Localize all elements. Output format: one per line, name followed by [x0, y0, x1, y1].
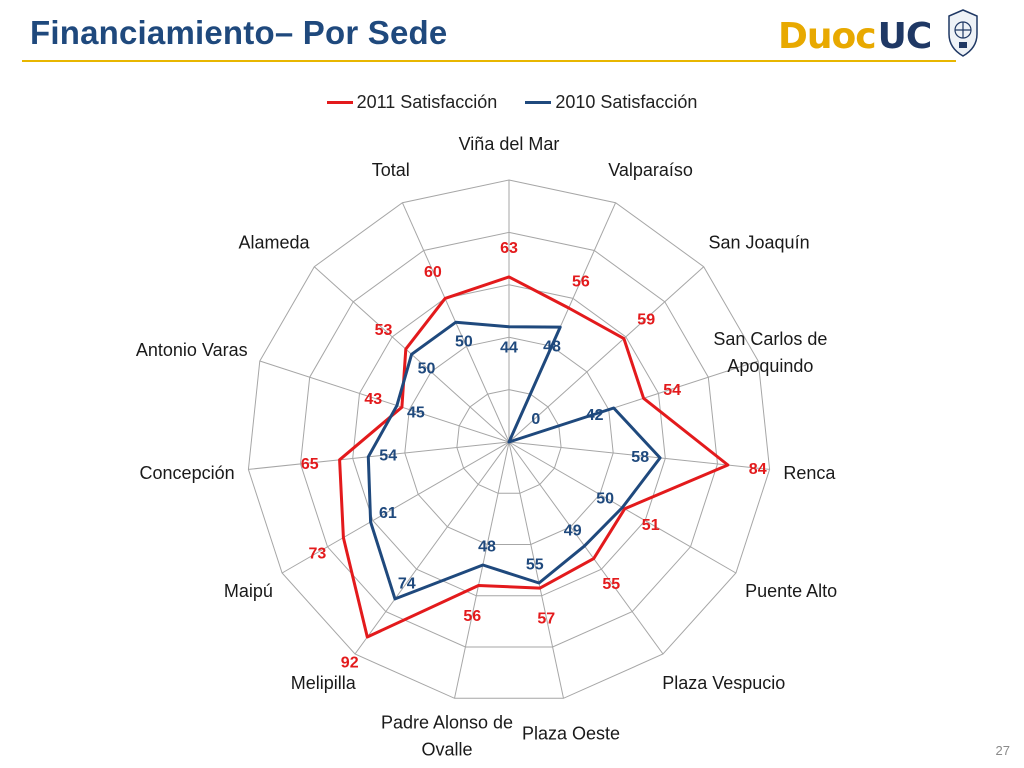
grid-spoke: [508, 266, 705, 443]
grid-spoke: [248, 441, 510, 470]
data-label: 50: [418, 361, 436, 378]
series-2010: 44 48 0 42 58 50 49 55 48 74 61 54 45 50 50: [366, 320, 662, 601]
legend-swatch-2010: [525, 101, 552, 104]
data-label: 50: [455, 334, 473, 351]
grid-spoke: [281, 441, 510, 574]
data-label: 56: [572, 274, 590, 291]
data-label: 54: [379, 448, 397, 465]
data-label: 63: [500, 240, 518, 257]
grid-spoke: [508, 441, 664, 655]
category-label: Viña del Mar: [459, 134, 560, 154]
series-line-2010: [366, 320, 662, 601]
data-label: 58: [631, 449, 649, 466]
category-labels: Viña del Mar Valparaíso San Joaquín San Car…: [136, 134, 837, 760]
category-label: Alameda: [238, 233, 310, 253]
legend-label-2011: 2011 Satisfacción: [356, 92, 498, 112]
data-label: 53: [375, 322, 393, 339]
data-label: 73: [309, 546, 327, 563]
slide-title: Financiamiento– Por Sede: [30, 14, 448, 51]
logo-uc-text: UC: [877, 15, 933, 57]
grid-ring: [299, 231, 719, 648]
data-label: 92: [341, 654, 359, 671]
legend-swatch-2011: [326, 101, 353, 104]
category-label: Padre Alonso de Ovalle: [381, 713, 513, 760]
grid-spoke: [454, 441, 510, 699]
data-label: 42: [586, 407, 604, 424]
category-label: Melipilla: [291, 673, 357, 693]
category-label: Concepción: [140, 463, 235, 483]
data-label: 45: [407, 405, 425, 422]
chart-legend: 2011 Satisfacción 2010 Satisfacción: [0, 92, 1024, 113]
legend-item-2010: 2010 Satisfacción: [525, 92, 697, 113]
data-label: 59: [637, 312, 655, 329]
data-label: 56: [463, 608, 481, 625]
grid-spoke: [259, 360, 510, 443]
title-underline: [22, 60, 956, 62]
data-label: 51: [642, 517, 660, 534]
data-label: 48: [478, 538, 496, 555]
grid-spoke: [508, 441, 564, 699]
category-label: Plaza Oeste: [522, 724, 620, 744]
data-label: 61: [379, 505, 397, 522]
category-label: Puente Alto: [745, 581, 837, 601]
series-2011: 63 56 59 54 84 51 55 57 56 92 73 65 43 53 60: [301, 240, 767, 671]
data-label: 84: [749, 461, 767, 478]
data-label: 50: [596, 491, 614, 508]
grid-spoke: [354, 441, 510, 655]
category-label: San Carlos de Apoquindo: [713, 329, 827, 376]
data-label: 49: [564, 523, 582, 540]
data-label: 65: [301, 456, 319, 473]
data-label: 55: [602, 576, 620, 593]
data-label: 48: [543, 338, 561, 355]
category-label: Antonio Varas: [136, 340, 248, 360]
category-label: Total: [372, 160, 410, 180]
page-number: 27: [995, 743, 1010, 758]
data-label: 57: [537, 610, 555, 627]
data-label: 55: [526, 556, 544, 573]
legend-label-2010: 2010 Satisfacción: [555, 92, 698, 112]
logo-duoc-text: Duoc: [778, 15, 877, 57]
university-seal-icon: [948, 9, 978, 57]
grid-ring: [456, 389, 562, 494]
data-label: 44: [500, 340, 518, 357]
data-label: 54: [663, 382, 681, 399]
duocuc-logo: Duoc UC: [778, 12, 933, 60]
grid-ring: [247, 179, 771, 699]
grid-ring: [404, 336, 614, 545]
category-label: San Joaquín: [709, 233, 810, 253]
category-label: Valparaíso: [608, 160, 693, 180]
category-label: Renca: [783, 463, 836, 483]
legend-item-2011: 2011 Satisfacción: [326, 92, 498, 113]
data-label: 74: [398, 576, 416, 593]
category-label: Maipú: [224, 581, 273, 601]
grid-ring: [352, 284, 666, 597]
data-label: 43: [364, 391, 382, 408]
data-label: 60: [424, 264, 442, 281]
data-label: 0: [531, 411, 540, 428]
category-label: Plaza Vespucio: [662, 673, 785, 693]
